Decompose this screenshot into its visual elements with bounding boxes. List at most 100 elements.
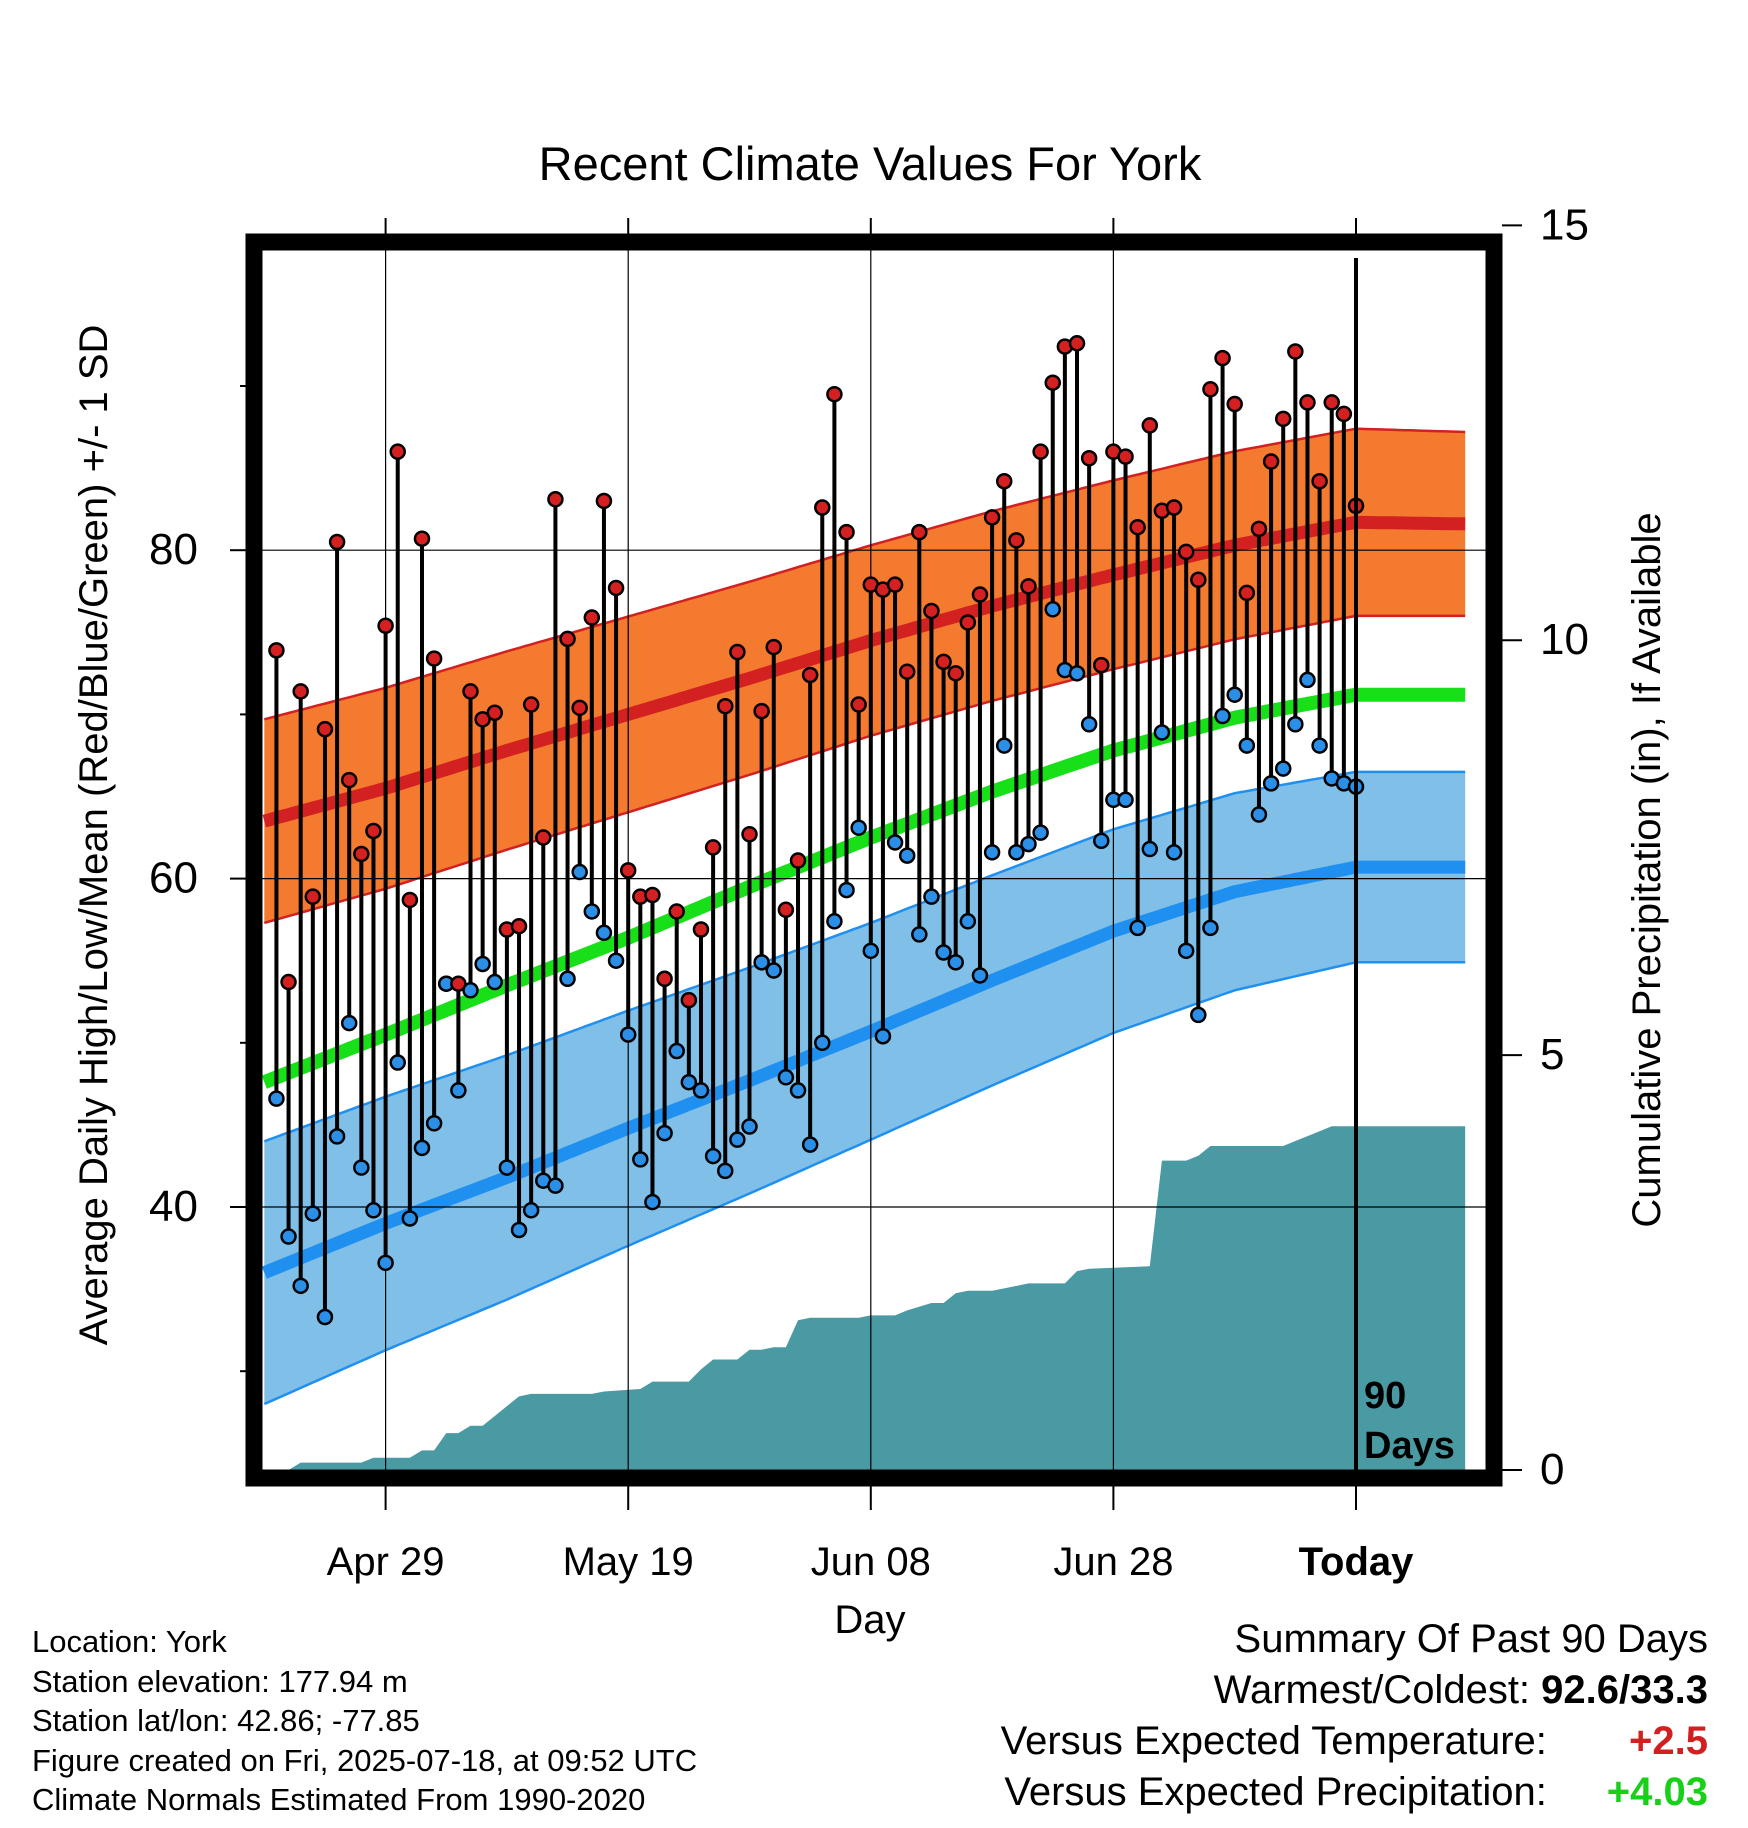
daily-high-point bbox=[959, 614, 977, 631]
daily-high-point bbox=[292, 683, 309, 700]
daily-low-point bbox=[1250, 806, 1268, 823]
daily-high-point bbox=[547, 491, 564, 508]
normal-bands-layer bbox=[262, 427, 1466, 1406]
daily-low-point bbox=[474, 955, 491, 973]
daily-high-point bbox=[668, 903, 685, 920]
daily-low-point bbox=[911, 926, 928, 943]
normals-text: Climate Normals Estimated From 1990-2020 bbox=[32, 1782, 646, 1817]
today-marker-layer: 90 Days bbox=[1354, 258, 1455, 1470]
today-days-label: 90 bbox=[1364, 1375, 1406, 1417]
precipitation-area-layer bbox=[288, 1126, 1466, 1470]
y-axis-label-right: Cumulative Precipitation (in), If Availa… bbox=[1625, 512, 1669, 1227]
daily-low-point bbox=[1117, 791, 1134, 809]
summary-panel: Summary Of Past 90 Days Warmest/Coldest:… bbox=[1001, 1614, 1708, 1818]
daily-high-point bbox=[935, 653, 952, 671]
daily-low-point bbox=[1020, 835, 1037, 853]
daily-high-point bbox=[886, 576, 904, 593]
daily-high-point bbox=[777, 901, 795, 919]
daily-high-point bbox=[486, 704, 504, 722]
daily-low-point bbox=[462, 982, 479, 999]
latlon-text: Station lat/lon: 42.86; -77.85 bbox=[32, 1703, 420, 1738]
daily-low-point bbox=[971, 967, 989, 984]
daily-high-point bbox=[1238, 584, 1256, 602]
daily-low-point bbox=[1068, 665, 1086, 682]
daily-high-point bbox=[474, 711, 491, 728]
daily-low-point bbox=[1190, 1006, 1207, 1024]
normal-mean-line bbox=[262, 687, 1466, 1089]
daily-low-point bbox=[644, 1193, 661, 1211]
daily-low-point bbox=[401, 1210, 419, 1227]
daily-high-point bbox=[1117, 448, 1134, 465]
daily-low-point bbox=[595, 924, 613, 942]
daily-high-point bbox=[619, 862, 637, 879]
normal-high-line bbox=[262, 515, 1466, 828]
warmest-coldest-value: 92.6/33.3 bbox=[1541, 1668, 1708, 1712]
daily-high-point bbox=[789, 852, 807, 869]
daily-low-point bbox=[1093, 832, 1110, 850]
daily-low-point bbox=[1311, 737, 1328, 754]
daily-high-point bbox=[510, 917, 528, 935]
daily-low-point bbox=[1202, 919, 1219, 937]
daily-low-point bbox=[316, 1308, 334, 1326]
daily-low-point bbox=[583, 903, 601, 920]
daily-low-point bbox=[328, 1128, 346, 1145]
daily-low-point bbox=[365, 1202, 382, 1219]
daily-high-point bbox=[1177, 543, 1195, 561]
daily-low-point bbox=[425, 1115, 443, 1132]
plot-border bbox=[245, 233, 1503, 1487]
precipitation-area bbox=[288, 1126, 1466, 1470]
daily-low-point bbox=[1238, 737, 1256, 754]
daily-high-point bbox=[571, 699, 588, 717]
daily-high-point bbox=[1214, 349, 1231, 367]
daily-low-point bbox=[1226, 686, 1243, 703]
daily-low-point bbox=[280, 1228, 297, 1245]
low-sd-band bbox=[264, 771, 1466, 1404]
daily-high-point bbox=[316, 720, 334, 738]
daily-high-point bbox=[607, 579, 625, 597]
daily-high-point bbox=[753, 702, 770, 720]
daily-low-point bbox=[1177, 942, 1195, 960]
daily-low-point bbox=[656, 1124, 673, 1142]
location-text: Location: York bbox=[32, 1624, 227, 1659]
daily-low-point bbox=[522, 1202, 540, 1219]
daily-low-point bbox=[729, 1131, 746, 1148]
daily-high-point bbox=[1080, 449, 1098, 467]
daily-low-point bbox=[947, 954, 964, 971]
daily-low-point bbox=[826, 913, 843, 930]
high-sd-band bbox=[264, 428, 1466, 923]
daily-low-point bbox=[377, 1254, 394, 1272]
x-tick-label: Apr 29 bbox=[327, 1540, 445, 1584]
daily-high-point bbox=[983, 509, 1001, 526]
temp-departure-label: Versus Expected Temperature: bbox=[1000, 1719, 1547, 1763]
daily-low-point bbox=[510, 1221, 528, 1239]
precip-departure-row: Versus Expected Precipitation: +4.03 bbox=[1001, 1767, 1708, 1818]
normal-low-line bbox=[262, 860, 1466, 1279]
daily-low-point bbox=[983, 844, 1001, 861]
daily-high-point bbox=[462, 683, 479, 700]
daily-high-point bbox=[450, 975, 467, 992]
y-tick-label-left: 60 bbox=[149, 854, 198, 903]
daily-high-point bbox=[995, 472, 1013, 490]
daily-high-point bbox=[704, 839, 722, 856]
daily-high-point bbox=[1323, 394, 1340, 411]
daily-low-point bbox=[789, 1082, 807, 1099]
daily-low-point bbox=[886, 834, 904, 851]
daily-high-point bbox=[1141, 417, 1159, 434]
daily-high-point bbox=[1262, 453, 1280, 470]
daily-high-point bbox=[911, 523, 928, 541]
daily-high-point bbox=[765, 638, 783, 656]
daily-low-point bbox=[304, 1205, 322, 1222]
daily-low-point bbox=[1287, 716, 1304, 733]
daily-high-point bbox=[656, 970, 673, 988]
daily-high-point bbox=[1250, 520, 1268, 538]
daily-low-point bbox=[814, 1034, 831, 1052]
daily-high-point bbox=[304, 888, 322, 905]
daily-low-point bbox=[268, 1090, 285, 1107]
daily-high-point bbox=[1032, 443, 1049, 460]
daily-high-point bbox=[1311, 472, 1328, 490]
daily-high-point bbox=[595, 492, 613, 510]
daily-low-point bbox=[862, 942, 880, 960]
daily-high-point bbox=[328, 533, 346, 551]
daily-high-point bbox=[280, 973, 297, 991]
